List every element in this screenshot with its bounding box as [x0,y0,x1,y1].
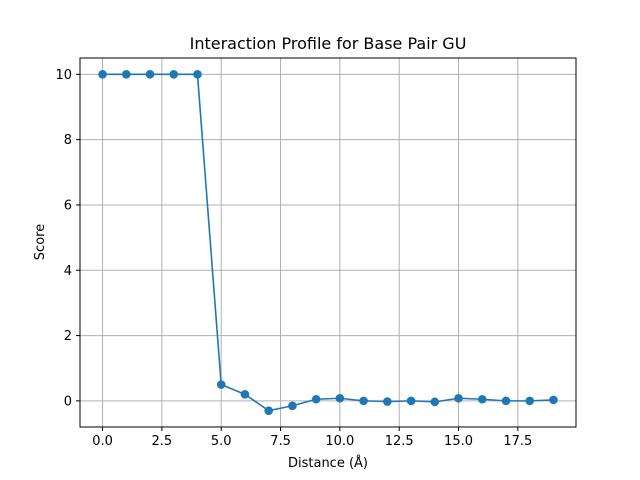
data-point [240,390,250,399]
x-tick-label: 10.0 [325,434,354,449]
y-tick-label: 0 [64,394,72,409]
data-point [288,401,297,411]
data-point [477,394,487,404]
y-tick-label: 8 [64,133,72,148]
x-axis-label: Distance (Å) [288,455,368,471]
x-tick-label: 5.0 [211,434,232,449]
data-point [454,393,463,403]
data-point [549,395,558,405]
y-tick-label: 10 [55,68,72,83]
grid-lines [80,58,576,427]
x-tick-label: 15.0 [444,434,473,449]
data-point [430,397,440,407]
data-point [193,70,202,79]
data-point [264,406,273,415]
plot-area-background [80,58,576,427]
y-axis-ticks: 0 2 4 6 8 10 [55,68,80,409]
x-tick-label: 2.5 [152,434,173,449]
y-tick-label: 4 [64,264,72,279]
data-point [383,397,392,406]
y-tick-label: 2 [64,329,72,344]
data-point [216,380,226,389]
data-point [525,396,535,406]
x-tick-label: 17.5 [503,434,532,449]
data-point [98,70,107,79]
plot-frame [79,57,577,428]
x-tick-label: 0.0 [92,434,113,449]
series-layer [98,70,558,415]
chart-title: Interaction Profile for Base Pair GU [190,34,467,53]
x-axis-ticks: 0.0 2.5 5.0 7.5 10.0 12.5 15.0 17.5 [92,427,532,449]
data-point [121,70,131,79]
data-point [501,396,511,406]
data-point [335,393,345,403]
data-point [406,396,416,406]
data-point [169,70,179,79]
x-tick-label: 12.5 [385,434,414,449]
data-point [359,396,368,406]
data-point [145,70,155,79]
data-point [311,394,321,404]
x-tick-label: 7.5 [270,434,291,449]
y-axis-label: Score [33,224,48,260]
y-tick-label: 6 [64,198,72,213]
